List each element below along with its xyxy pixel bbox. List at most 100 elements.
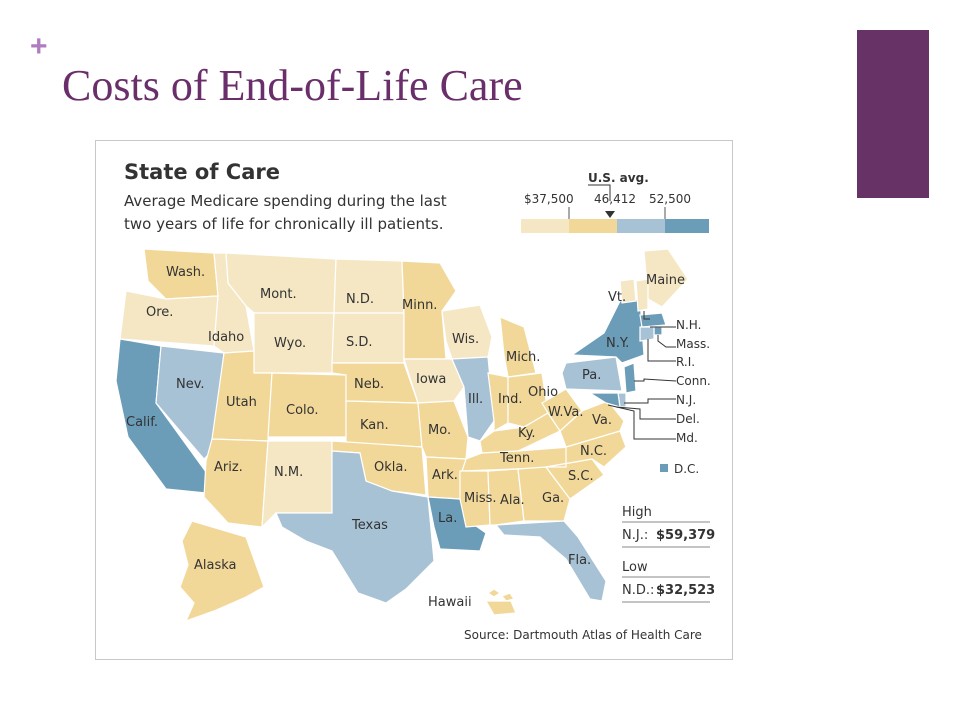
label-ct: Conn.	[676, 374, 711, 388]
northeast-labels: N.H. Mass. R.I. Conn. N.J. Del. Md. D.C.	[660, 318, 711, 476]
label-il: Ill.	[468, 392, 483, 407]
state-ri	[653, 326, 663, 336]
state-wv	[541, 388, 583, 432]
state-vt	[619, 278, 637, 304]
label-me: Maine	[646, 273, 685, 288]
state-ny	[570, 298, 645, 364]
state-mi	[499, 316, 537, 378]
state-hi-2	[501, 592, 515, 602]
state-ms	[459, 470, 491, 528]
state-ga	[517, 466, 571, 522]
label-tx: Texas	[351, 518, 388, 533]
label-pa: Pa.	[582, 368, 601, 383]
low-value: $32,523	[656, 583, 715, 598]
legend-avg-marker	[605, 211, 615, 218]
label-ma: Mass.	[676, 337, 710, 351]
low-state: N.D.:	[622, 583, 654, 598]
high-low-box: High N.J.: $59,379 Low N.D.: $32,523	[622, 505, 715, 603]
label-ar: Ark.	[432, 468, 458, 483]
label-ca: Calif.	[126, 415, 158, 430]
label-ut: Utah	[226, 395, 257, 410]
state-hi-3	[484, 600, 517, 616]
label-nc: N.C.	[580, 444, 607, 459]
map-subtitle-line1: Average Medicare spending during the las…	[124, 192, 447, 210]
label-id: Idaho	[208, 330, 244, 345]
label-ks: Kan.	[360, 418, 389, 433]
legend-swatch-3	[617, 219, 665, 233]
label-ny: N.Y.	[606, 336, 629, 351]
label-or: Ore.	[146, 305, 173, 320]
northeast-callouts	[607, 311, 677, 440]
label-ga: Ga.	[542, 491, 564, 506]
label-nh: N.H.	[676, 318, 701, 332]
legend-tick-low: $37,500	[524, 192, 574, 206]
label-nm: N.M.	[274, 465, 303, 480]
high-value: $59,379	[656, 528, 715, 543]
label-in: Ind.	[498, 392, 522, 407]
label-wy: Wyo.	[274, 336, 306, 351]
label-ms: Miss.	[464, 491, 497, 506]
map-figure: State of Care Average Medicare spending …	[95, 140, 733, 660]
label-az: Ariz.	[214, 460, 243, 475]
state-ak	[179, 520, 265, 623]
label-wa: Wash.	[166, 265, 205, 280]
high-label: High	[622, 505, 652, 520]
legend-avg-pointer-line	[588, 184, 611, 201]
legend-avg-label: U.S. avg.	[588, 171, 649, 185]
state-ct	[639, 326, 655, 342]
state-ia	[403, 358, 465, 404]
legend-tick-avg: 46,412	[594, 192, 636, 206]
label-va: Va.	[592, 413, 612, 428]
label-oh: Ohio	[528, 385, 558, 400]
legend-swatch-1	[521, 219, 569, 233]
label-mt: Mont.	[260, 287, 297, 302]
label-al: Ala.	[500, 493, 525, 508]
label-de: Del.	[676, 412, 700, 426]
high-state: N.J.:	[622, 528, 648, 543]
label-md: Md.	[676, 431, 698, 445]
label-hi: Hawaii	[428, 595, 472, 610]
state-mn	[401, 260, 457, 360]
legend-tick-high: 52,500	[649, 192, 691, 206]
state-tx	[275, 450, 435, 604]
label-ky: Ky.	[518, 426, 536, 441]
state-nc	[545, 430, 627, 468]
label-ne: Neb.	[354, 377, 384, 392]
states	[115, 248, 689, 623]
state-al	[487, 468, 525, 526]
map-title: State of Care	[124, 160, 280, 184]
state-nj	[623, 362, 637, 394]
label-mn: Minn.	[402, 298, 437, 313]
state-hi	[486, 588, 502, 598]
us-map: State of Care Average Medicare spending …	[115, 160, 715, 642]
label-fl: Fla.	[568, 553, 591, 568]
label-ri: R.I.	[676, 355, 695, 369]
label-wv: W.Va.	[548, 405, 583, 420]
label-vt: Vt.	[608, 290, 626, 305]
legend-swatch-4	[665, 219, 709, 233]
label-la: La.	[438, 511, 457, 526]
label-ok: Okla.	[374, 460, 407, 475]
slide-title: Costs of End-of-Life Care	[62, 61, 523, 110]
label-nj: N.J.	[676, 393, 696, 407]
label-co: Colo.	[286, 403, 319, 418]
label-mo: Mo.	[428, 423, 451, 438]
state-ma	[639, 312, 667, 328]
label-sd: S.D.	[346, 335, 373, 350]
state-pa	[561, 356, 623, 392]
state-nh	[635, 278, 649, 312]
state-in	[487, 372, 509, 433]
map-subtitle-line2: two years of life for chronically ill pa…	[124, 215, 443, 233]
label-wi: Wis.	[452, 332, 479, 347]
label-nd: N.D.	[346, 292, 374, 307]
label-sc: S.C.	[568, 469, 594, 484]
dc-swatch	[660, 464, 668, 472]
plus-icon: +	[30, 30, 48, 63]
label-ak: Alaska	[194, 558, 237, 573]
legend-swatch-2	[569, 219, 617, 233]
state-labels: Wash. Ore. Calif. Nev. Idaho Mont. Wyo. …	[126, 265, 685, 610]
label-dc: D.C.	[674, 462, 699, 476]
label-tn: Tenn.	[499, 451, 534, 466]
state-az	[203, 438, 269, 528]
